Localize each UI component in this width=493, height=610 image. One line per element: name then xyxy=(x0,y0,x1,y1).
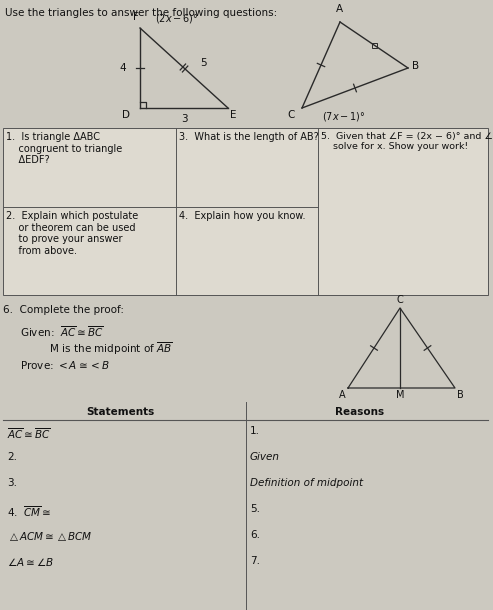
Text: Prove: $< A \cong < B$: Prove: $< A \cong < B$ xyxy=(20,359,110,371)
Text: $(2x-6)°$: $(2x-6)°$ xyxy=(155,12,199,25)
Text: D: D xyxy=(122,110,130,120)
Text: 3.: 3. xyxy=(7,478,17,488)
Text: M: M xyxy=(396,390,404,400)
Text: $\triangle ACM \cong \triangle BCM$: $\triangle ACM \cong \triangle BCM$ xyxy=(7,530,92,543)
Text: 5: 5 xyxy=(200,58,207,68)
Text: 4: 4 xyxy=(119,63,126,73)
Text: 1.: 1. xyxy=(250,426,260,436)
Text: 6.: 6. xyxy=(250,530,260,540)
Text: M is the midpoint of $\overline{AB}$: M is the midpoint of $\overline{AB}$ xyxy=(20,340,173,357)
Text: Definition of midpoint: Definition of midpoint xyxy=(250,478,363,488)
Bar xyxy=(3,128,488,295)
Text: $(7x-1)°$: $(7x-1)°$ xyxy=(322,110,366,123)
Text: 5.: 5. xyxy=(250,504,260,514)
Text: Use the triangles to answer the following questions:: Use the triangles to answer the followin… xyxy=(5,8,277,18)
Text: 2.  Explain which postulate
    or theorem can be used
    to prove your answer
: 2. Explain which postulate or theorem ca… xyxy=(6,211,138,256)
Text: $\angle A \cong \angle B$: $\angle A \cong \angle B$ xyxy=(7,556,54,568)
Text: 4.  Explain how you know.: 4. Explain how you know. xyxy=(179,211,306,221)
Text: Given: Given xyxy=(250,452,280,462)
Text: 3.  What is the length of AB?: 3. What is the length of AB? xyxy=(179,132,319,142)
Text: C: C xyxy=(287,110,295,120)
Text: 1.  Is triangle ΔABC
    congruent to triangle
    ΔEDF?: 1. Is triangle ΔABC congruent to triangl… xyxy=(6,132,122,165)
Text: A: A xyxy=(339,390,346,400)
Text: Reasons: Reasons xyxy=(335,407,385,417)
Text: F: F xyxy=(133,12,139,22)
Text: A: A xyxy=(335,4,343,14)
Text: Statements: Statements xyxy=(86,407,154,417)
Text: B: B xyxy=(412,61,419,71)
Text: 2.: 2. xyxy=(7,452,17,462)
Text: 4.  $\overline{CM} \cong$: 4. $\overline{CM} \cong$ xyxy=(7,504,51,518)
Text: Given:  $\overline{AC} \cong \overline{BC}$: Given: $\overline{AC} \cong \overline{BC… xyxy=(20,324,104,339)
Text: E: E xyxy=(230,110,237,120)
Text: 7.: 7. xyxy=(250,556,260,566)
Text: 5.  Given that ∠F = (2x − 6)° and ∠C = (7x − 1)°,
    solve for x. Show your wor: 5. Given that ∠F = (2x − 6)° and ∠C = (7… xyxy=(321,132,493,151)
Text: 6.  Complete the proof:: 6. Complete the proof: xyxy=(3,305,124,315)
Text: B: B xyxy=(457,390,464,400)
Text: $\overline{AC} \cong \overline{BC}$: $\overline{AC} \cong \overline{BC}$ xyxy=(7,426,51,440)
Text: C: C xyxy=(397,295,403,305)
Text: 3: 3 xyxy=(181,114,187,124)
Bar xyxy=(372,43,377,48)
